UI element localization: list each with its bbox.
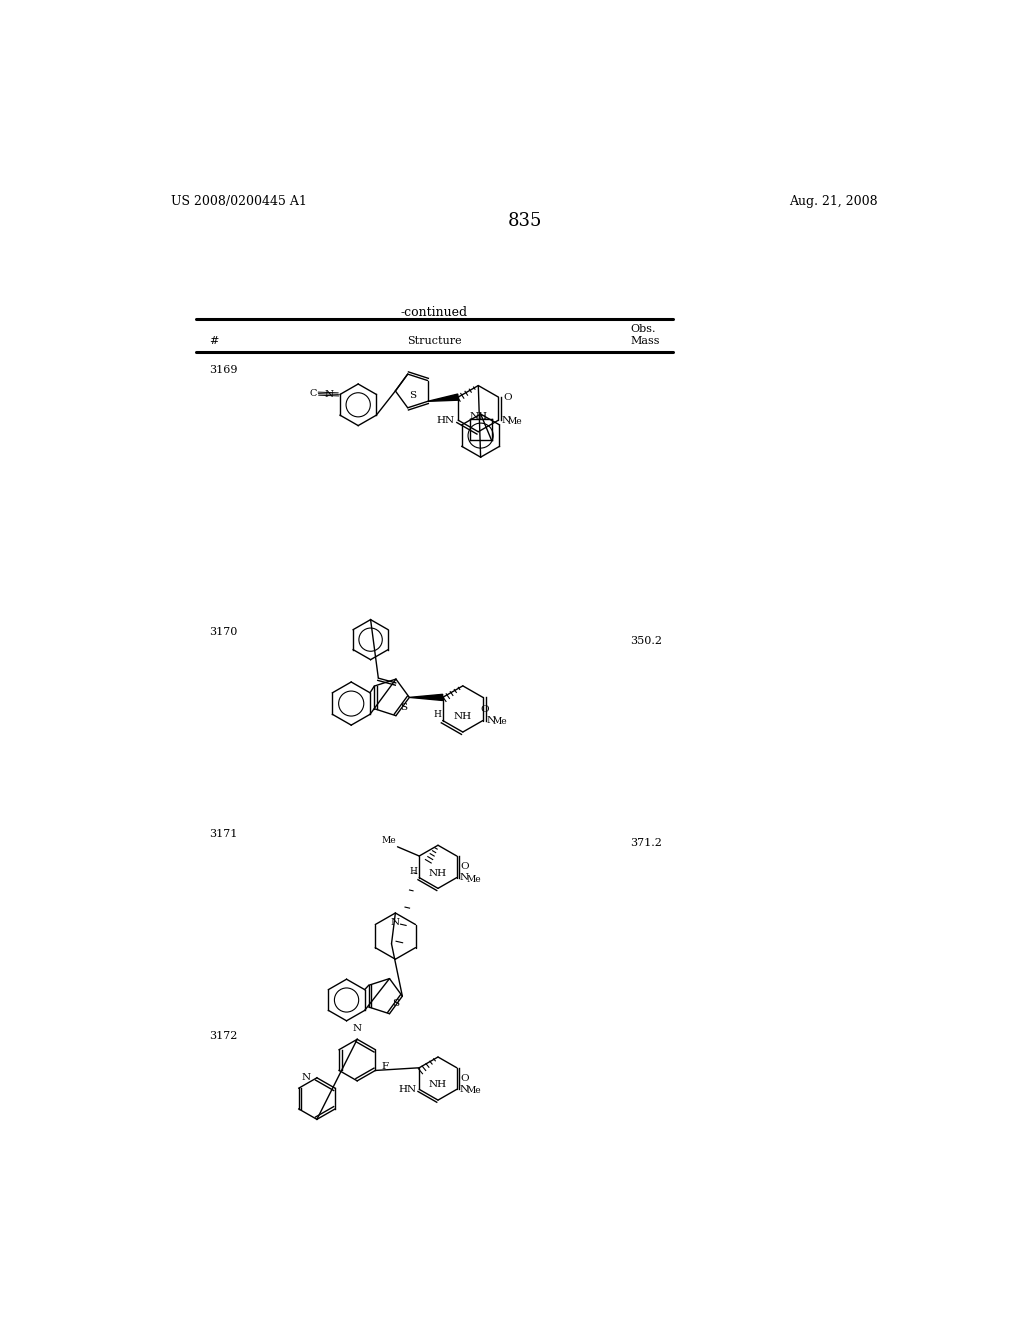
- Text: Me: Me: [466, 1086, 480, 1096]
- Text: O: O: [480, 705, 488, 714]
- Text: Mass: Mass: [630, 335, 659, 346]
- Text: NH: NH: [429, 869, 447, 878]
- Text: N: N: [391, 917, 400, 927]
- Text: -continued: -continued: [400, 306, 468, 319]
- Text: Me: Me: [508, 417, 522, 426]
- Text: Obs.: Obs.: [630, 323, 655, 334]
- Text: HN: HN: [398, 1085, 416, 1094]
- Text: S: S: [392, 998, 399, 1007]
- Text: N: N: [460, 873, 469, 882]
- Text: F: F: [382, 1063, 389, 1071]
- Text: O: O: [503, 392, 512, 401]
- Text: 350.2: 350.2: [630, 636, 663, 645]
- Text: N: N: [325, 389, 334, 399]
- Polygon shape: [428, 395, 459, 401]
- Text: 835: 835: [508, 213, 542, 230]
- Text: S: S: [399, 702, 407, 711]
- Text: S: S: [410, 391, 417, 400]
- Text: 3171: 3171: [209, 829, 238, 840]
- Text: H: H: [409, 867, 417, 876]
- Text: #: #: [209, 335, 219, 346]
- Text: N: N: [502, 416, 511, 425]
- Text: 371.2: 371.2: [630, 838, 663, 849]
- Text: O: O: [460, 862, 469, 871]
- Text: H: H: [433, 710, 441, 719]
- Text: O: O: [460, 1074, 469, 1082]
- Polygon shape: [410, 694, 442, 701]
- Text: N: N: [352, 1024, 361, 1034]
- Text: NH: NH: [454, 713, 472, 721]
- Text: US 2008/0200445 A1: US 2008/0200445 A1: [171, 195, 306, 209]
- Text: NH: NH: [429, 1080, 447, 1089]
- Text: N: N: [460, 1085, 469, 1094]
- Text: Aug. 21, 2008: Aug. 21, 2008: [790, 195, 879, 209]
- Text: 3172: 3172: [209, 1031, 238, 1040]
- Text: N: N: [302, 1073, 310, 1082]
- Text: Me: Me: [381, 837, 396, 845]
- Text: Me: Me: [493, 718, 507, 726]
- Text: Me: Me: [466, 874, 480, 883]
- Text: N: N: [486, 715, 496, 725]
- Text: 3170: 3170: [209, 627, 238, 636]
- Text: C: C: [309, 389, 316, 399]
- Text: Structure: Structure: [407, 335, 462, 346]
- Text: 3169: 3169: [209, 364, 238, 375]
- Text: NH: NH: [469, 412, 487, 421]
- Text: HN: HN: [436, 416, 455, 425]
